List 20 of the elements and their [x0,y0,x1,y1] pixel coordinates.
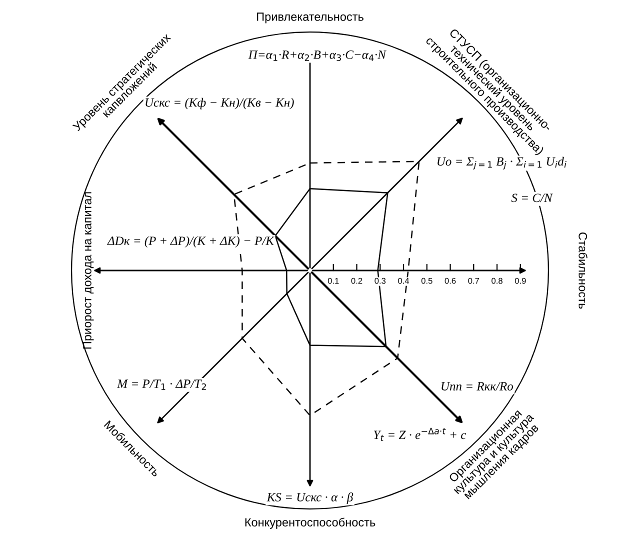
y-tick-label: 0.3 [374,278,386,284]
y-tick-label: 0.5 [421,278,432,284]
y-tick-label: 0.8 [492,278,502,284]
y-tick-label: 0.6 [444,278,456,284]
text: П=α$_{1}$·R+α$_{2}$·B+α$_{3}$·C−α$_{4}$·N [248,50,386,61]
spoke-label: Конкурентоспособность [245,518,376,529]
spoke-label: Стабильность [578,232,588,309]
text: KS = Uскс · α · β [266,492,354,504]
y-tick-label: 0.1 [328,278,339,284]
y-tick-label: 0.9 [514,278,526,284]
text: Uo = Σ$_{j=1}$ B$_{j}$ · Σ$_{i=1}$ U$_{i}$d$_{i}$ [438,156,566,170]
y-tick-label: 0.2 [351,278,362,284]
y-tick-label: 0.4 [398,278,410,284]
text: Uпп = Rкк/Ro [442,382,513,390]
text: ΔDк = (P + ΔP)/(K + ΔK) − P/K [107,236,275,248]
text: S = C/N [511,194,553,202]
y-tick-label: 0.7 [468,278,480,284]
spoke-label: Приорост дохода на капитал [83,192,94,349]
text: M = P/T$_{1}$ · ΔP/T$_{2}$ [117,380,206,390]
spoke-label: Привлекательность [257,12,364,24]
